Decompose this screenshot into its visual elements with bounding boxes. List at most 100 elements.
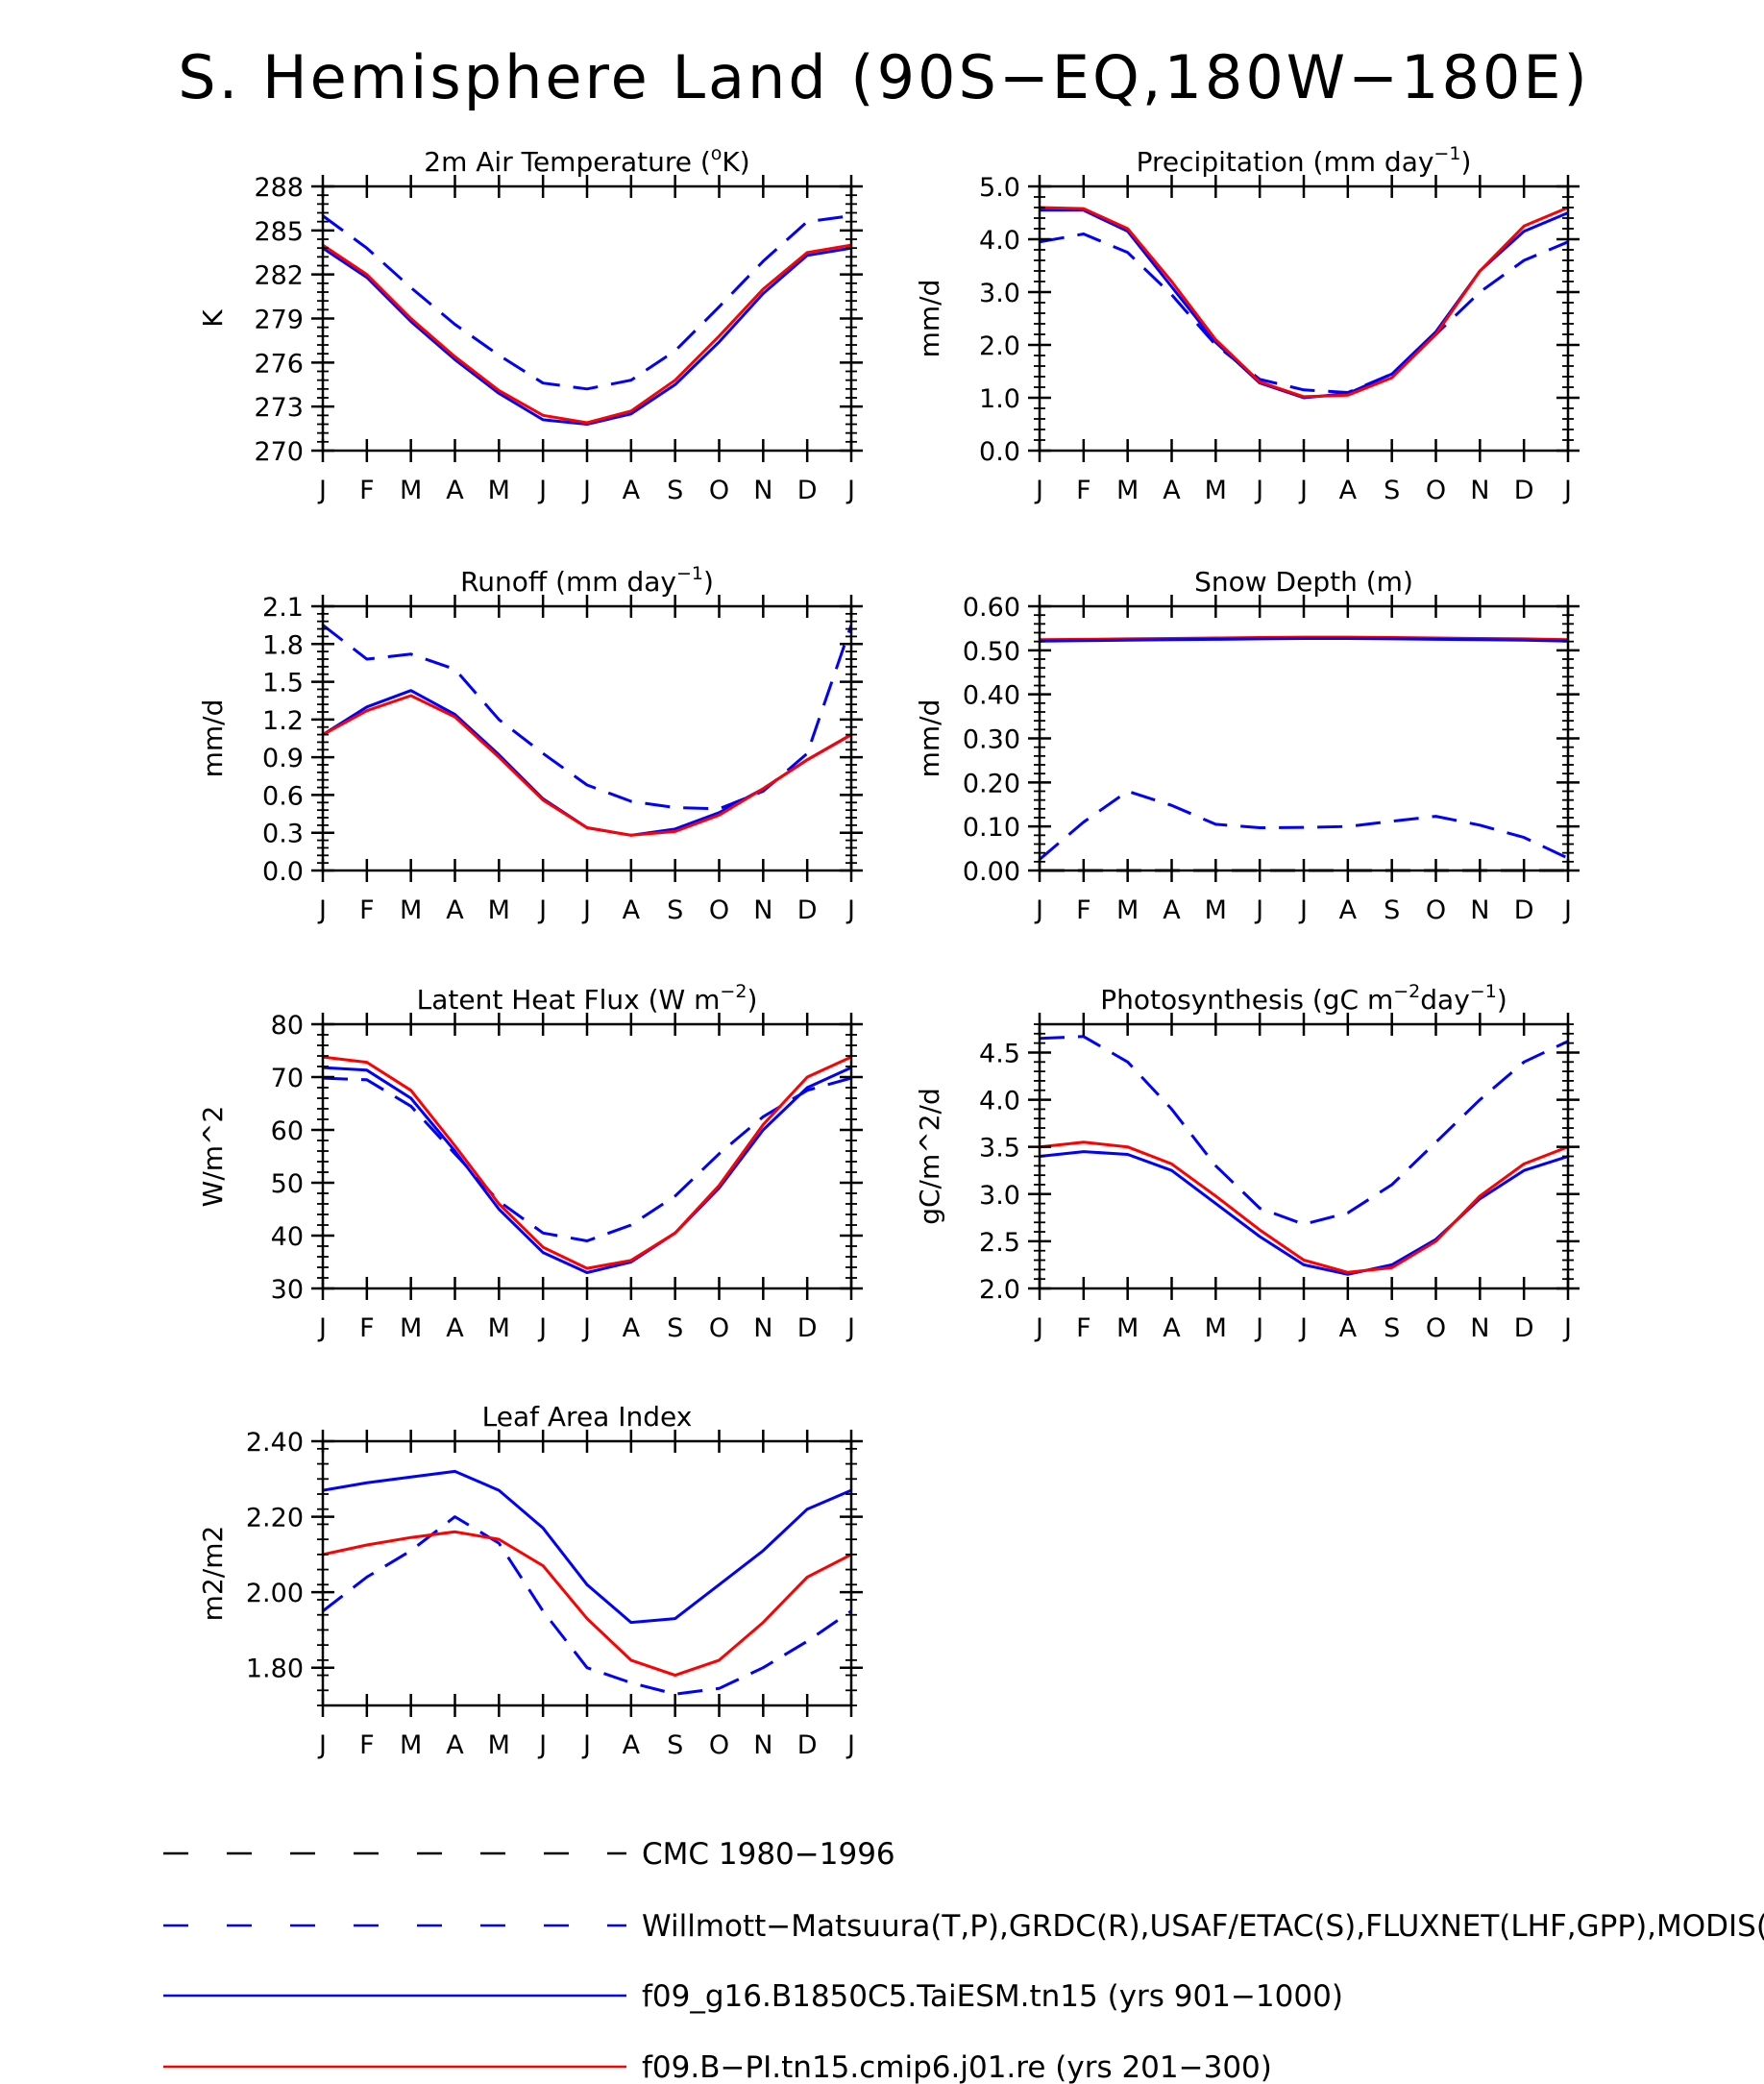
x-tick-label: F: [1076, 476, 1091, 505]
y-tick-label: 4.0: [979, 226, 1020, 256]
y-tick-label: 1.0: [979, 384, 1020, 414]
y-tick-label: 2.00: [246, 1579, 304, 1608]
x-tick-label: J: [1034, 476, 1043, 505]
x-tick-label: J: [1562, 895, 1572, 925]
x-tick-label: D: [797, 895, 818, 925]
x-tick-label: J: [1298, 895, 1308, 925]
x-tick-label: M: [488, 1730, 510, 1760]
y-tick-label: 3.0: [979, 1181, 1020, 1211]
series-line-1: [323, 1076, 851, 1242]
x-tick-label: M: [1116, 476, 1139, 505]
title-text: Precipitation (mm day: [1137, 146, 1434, 178]
y-tick-label: 270: [254, 437, 304, 467]
y-tick-label: 0.3: [262, 820, 304, 849]
panel-6: J F M A M J J A S O N D J2.02.53.03.54.04.5gC/m^2/dP…: [914, 981, 1580, 1343]
y-tick-label: 2.20: [246, 1504, 304, 1533]
y-tick-label: 0.60: [963, 593, 1020, 623]
x-tick-label: A: [446, 476, 464, 505]
x-tick-label: M: [488, 895, 510, 925]
series-line-3: [323, 243, 851, 425]
y-axis-label: K: [197, 309, 229, 328]
x-tick-label: O: [1426, 895, 1446, 925]
title-text: Snow Depth (m): [1194, 566, 1413, 598]
y-tick-label: 2.1: [262, 593, 304, 623]
series-line-1: [1040, 1035, 1568, 1226]
x-tick-label: M: [400, 1313, 422, 1343]
x-tick-label: J: [845, 895, 855, 925]
x-tick-label: O: [1426, 476, 1446, 505]
x-tick-label: S: [1384, 1313, 1400, 1343]
y-tick-label: 288: [254, 173, 304, 203]
panel-title: 2m Air Temperature (oK): [424, 143, 749, 178]
legend-item-3: f09_g16.B1850C5.TaiESM.tn15 (yrs 901−100…: [163, 1979, 1343, 2014]
x-tick-label: A: [623, 1730, 641, 1760]
x-tick-label: S: [667, 476, 683, 505]
x-tick-label: A: [623, 895, 641, 925]
x-tick-label: A: [623, 1313, 641, 1343]
x-tick-label: N: [753, 1313, 772, 1343]
y-tick-label: 30: [271, 1275, 304, 1305]
x-tick-label: M: [1116, 1313, 1139, 1343]
y-tick-label: 0.10: [963, 813, 1020, 843]
title-text: ): [747, 984, 757, 1016]
y-axis-label: mm/d: [914, 699, 945, 778]
legend-label: f09.B−PI.tn15.cmip6.j01.re (yrs 201−300): [642, 2050, 1272, 2084]
y-tick-label: 0.00: [963, 857, 1020, 887]
x-tick-label: M: [1116, 895, 1139, 925]
series-line-1: [323, 1515, 851, 1696]
y-tick-label: 1.2: [262, 706, 304, 736]
x-tick-label: N: [1470, 1313, 1489, 1343]
panel-title: Snow Depth (m): [1194, 566, 1413, 598]
y-tick-label: 4.5: [979, 1039, 1020, 1068]
series-line-2: [1040, 1150, 1568, 1276]
title-text: ): [1497, 984, 1507, 1016]
x-tick-label: A: [446, 895, 464, 925]
x-tick-label: N: [753, 1730, 772, 1760]
title-superscript: o: [711, 143, 723, 164]
legend-item-1: CMC 1980−1996: [163, 1837, 895, 1872]
x-tick-label: J: [317, 1313, 327, 1343]
series-line-4: [1040, 637, 1568, 643]
title-text: Latent Heat Flux (W m: [417, 984, 721, 1016]
x-tick-label: J: [581, 476, 591, 505]
series-line-2: [323, 1469, 851, 1625]
x-tick-label: O: [1426, 1313, 1446, 1343]
x-tick-label: M: [1205, 476, 1227, 505]
x-tick-label: N: [753, 895, 772, 925]
series-line-3: [323, 1055, 851, 1270]
series-line-1: [323, 624, 851, 811]
legend-item-2: Willmott−Matsuura(T,P),GRDC(R),USAF/ETAC…: [163, 1909, 1764, 1944]
x-tick-label: F: [359, 1313, 375, 1343]
x-tick-label: J: [1298, 476, 1308, 505]
x-tick-label: O: [709, 476, 729, 505]
x-tick-label: D: [797, 1313, 818, 1343]
y-tick-label: 276: [254, 349, 304, 379]
x-tick-label: N: [753, 476, 772, 505]
series-group: [323, 624, 851, 837]
title-text: ): [1460, 146, 1471, 178]
x-tick-label: O: [709, 895, 729, 925]
title-text: 2m Air Temperature (: [424, 146, 711, 178]
y-axis-label: mm/d: [914, 280, 945, 358]
panel-4: J F M A M J J A S O N D J0.000.100.200.300.400.500.6…: [914, 566, 1580, 925]
x-tick-label: N: [1470, 476, 1489, 505]
y-tick-label: 60: [271, 1116, 304, 1146]
x-tick-label: J: [317, 895, 327, 925]
y-tick-label: 0.0: [979, 437, 1020, 467]
panel-title: Runoff (mm day−1): [460, 563, 714, 598]
legend-label: f09_g16.B1850C5.TaiESM.tn15 (yrs 901−100…: [642, 1979, 1343, 2014]
x-tick-label: A: [446, 1313, 464, 1343]
title-superscript: −1: [676, 563, 703, 584]
x-tick-label: J: [1034, 895, 1043, 925]
x-tick-label: A: [1339, 476, 1358, 505]
y-tick-label: 70: [271, 1064, 304, 1093]
series-line-2: [1040, 790, 1568, 861]
title-text: day: [1420, 984, 1470, 1016]
x-tick-label: M: [488, 476, 510, 505]
x-tick-label: M: [400, 895, 422, 925]
x-tick-label: J: [845, 476, 855, 505]
